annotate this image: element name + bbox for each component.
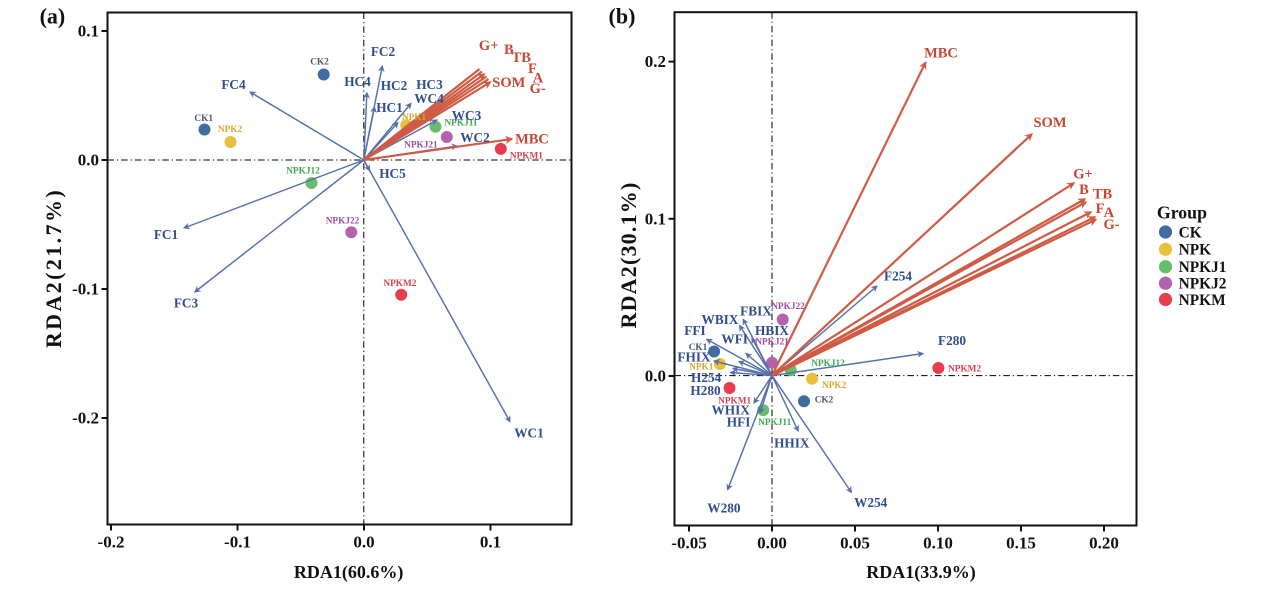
svg-text:H254: H254 bbox=[691, 370, 722, 385]
svg-text:-0.1: -0.1 bbox=[224, 533, 251, 552]
svg-text:HC3: HC3 bbox=[416, 77, 443, 92]
svg-text:NPKM2: NPKM2 bbox=[383, 279, 416, 289]
svg-text:CK2: CK2 bbox=[310, 58, 329, 68]
svg-text:(b): (b) bbox=[609, 4, 636, 29]
svg-text:FFI: FFI bbox=[684, 323, 705, 338]
svg-text:0.10: 0.10 bbox=[923, 534, 953, 553]
svg-text:RDA1(33.9%): RDA1(33.9%) bbox=[866, 562, 976, 583]
svg-text:FC2: FC2 bbox=[371, 44, 396, 59]
svg-text:-0.1: -0.1 bbox=[72, 280, 99, 299]
svg-text:0.00: 0.00 bbox=[757, 534, 787, 553]
svg-text:NPKJ22: NPKJ22 bbox=[771, 302, 805, 312]
svg-text:0.20: 0.20 bbox=[1089, 534, 1119, 553]
svg-text:FC4: FC4 bbox=[221, 77, 246, 92]
svg-text:RDA1(60.6%): RDA1(60.6%) bbox=[294, 562, 404, 583]
svg-text:WC1: WC1 bbox=[514, 426, 544, 441]
svg-text:HHIX: HHIX bbox=[774, 435, 810, 450]
svg-text:NPK: NPK bbox=[1179, 242, 1212, 259]
svg-text:WBIX: WBIX bbox=[702, 312, 739, 327]
svg-text:0.0: 0.0 bbox=[78, 151, 99, 170]
svg-text:HC2: HC2 bbox=[381, 78, 408, 93]
svg-text:FBIX: FBIX bbox=[740, 304, 772, 319]
svg-text:A: A bbox=[533, 70, 544, 86]
svg-text:CK: CK bbox=[1179, 224, 1202, 241]
svg-text:FHIX: FHIX bbox=[677, 350, 711, 365]
svg-text:NPKM1: NPKM1 bbox=[510, 152, 543, 162]
svg-text:NPKJ21: NPKJ21 bbox=[755, 337, 789, 347]
svg-text:0.1: 0.1 bbox=[78, 22, 99, 41]
svg-text:0.1: 0.1 bbox=[480, 533, 501, 552]
svg-text:MBC: MBC bbox=[515, 132, 549, 148]
svg-text:NPKM2: NPKM2 bbox=[948, 365, 981, 375]
svg-text:NPKJ12: NPKJ12 bbox=[286, 167, 320, 177]
svg-text:Group: Group bbox=[1157, 203, 1207, 223]
svg-text:WHIX: WHIX bbox=[711, 402, 750, 417]
svg-text:0.05: 0.05 bbox=[840, 534, 870, 553]
svg-text:CK1: CK1 bbox=[194, 114, 213, 124]
svg-text:WC4: WC4 bbox=[414, 91, 444, 106]
svg-text:NPKM1: NPKM1 bbox=[718, 397, 751, 407]
svg-text:0.2: 0.2 bbox=[645, 52, 666, 71]
svg-text:SOM: SOM bbox=[492, 75, 525, 91]
svg-text:A: A bbox=[1104, 205, 1115, 221]
svg-text:F: F bbox=[1096, 201, 1105, 217]
svg-text:CK1: CK1 bbox=[689, 343, 708, 353]
svg-text:-0.2: -0.2 bbox=[72, 409, 99, 428]
svg-text:TB: TB bbox=[1093, 187, 1113, 203]
svg-text:NPKM: NPKM bbox=[1179, 292, 1226, 309]
svg-text:G-: G- bbox=[530, 81, 546, 97]
svg-text:B: B bbox=[1079, 182, 1089, 198]
svg-text:NPK1: NPK1 bbox=[689, 362, 714, 372]
svg-text:0.1: 0.1 bbox=[645, 209, 666, 228]
svg-text:WC2: WC2 bbox=[460, 130, 490, 145]
svg-text:F: F bbox=[528, 61, 537, 77]
svg-text:TB: TB bbox=[512, 50, 532, 66]
svg-text:G+: G+ bbox=[479, 38, 499, 54]
svg-text:NPK2: NPK2 bbox=[218, 125, 243, 135]
svg-text:F254: F254 bbox=[884, 269, 912, 284]
svg-text:NPK1: NPK1 bbox=[402, 113, 427, 123]
svg-text:G+: G+ bbox=[1073, 167, 1093, 183]
svg-text:G-: G- bbox=[1104, 217, 1120, 233]
svg-text:F280: F280 bbox=[938, 333, 966, 348]
svg-text:NPKJ22: NPKJ22 bbox=[326, 217, 360, 227]
svg-text:-0.05: -0.05 bbox=[671, 534, 706, 553]
svg-text:HC4: HC4 bbox=[344, 74, 371, 89]
svg-text:FC3: FC3 bbox=[174, 296, 199, 311]
svg-text:RDA2(30.1%): RDA2(30.1%) bbox=[616, 181, 641, 328]
svg-text:NPKJ1: NPKJ1 bbox=[1179, 259, 1227, 276]
svg-text:0.0: 0.0 bbox=[645, 367, 666, 386]
svg-text:NPKJ12: NPKJ12 bbox=[811, 359, 845, 369]
svg-text:W280: W280 bbox=[707, 501, 741, 516]
svg-text:-0.2: -0.2 bbox=[98, 533, 125, 552]
svg-text:HFI: HFI bbox=[727, 414, 751, 429]
svg-text:W254: W254 bbox=[854, 495, 888, 510]
svg-text:NPKJ11: NPKJ11 bbox=[444, 119, 477, 129]
svg-text:(a): (a) bbox=[40, 4, 66, 29]
svg-text:MBC: MBC bbox=[924, 46, 958, 62]
svg-text:WC3: WC3 bbox=[452, 108, 482, 123]
svg-text:CK2: CK2 bbox=[815, 396, 834, 406]
svg-text:NPKJ11: NPKJ11 bbox=[758, 418, 791, 428]
svg-text:FC1: FC1 bbox=[154, 227, 178, 242]
svg-text:0.15: 0.15 bbox=[1006, 534, 1036, 553]
svg-text:HC5: HC5 bbox=[379, 166, 406, 181]
svg-text:HC1: HC1 bbox=[376, 100, 403, 115]
svg-text:H280: H280 bbox=[690, 383, 721, 398]
svg-text:NPK2: NPK2 bbox=[822, 381, 847, 391]
svg-text:NPKJ21: NPKJ21 bbox=[404, 141, 438, 151]
svg-text:HBIX: HBIX bbox=[755, 323, 789, 338]
svg-text:WFI: WFI bbox=[721, 332, 748, 347]
svg-text:B: B bbox=[504, 42, 514, 58]
svg-text:NPKJ2: NPKJ2 bbox=[1179, 276, 1227, 293]
svg-text:RDA2(21.7%): RDA2(21.7%) bbox=[41, 188, 66, 348]
svg-text:SOM: SOM bbox=[1033, 115, 1066, 131]
svg-text:0.0: 0.0 bbox=[353, 533, 374, 552]
